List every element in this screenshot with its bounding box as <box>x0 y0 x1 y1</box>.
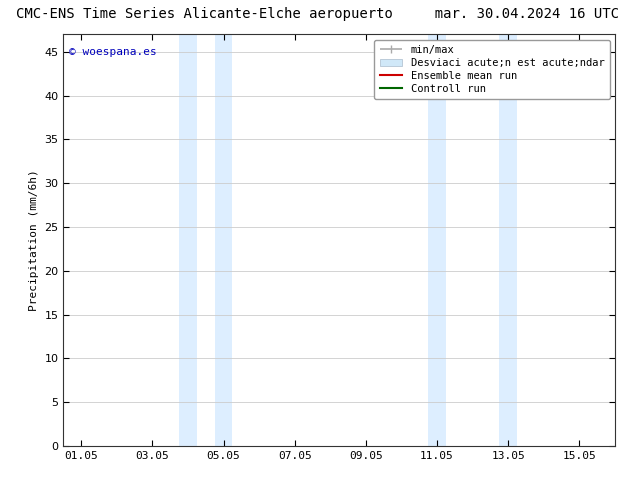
Text: © woespana.es: © woespana.es <box>69 47 157 57</box>
Bar <box>428 34 446 446</box>
Bar <box>215 34 233 446</box>
Y-axis label: Precipitation (mm/6h): Precipitation (mm/6h) <box>29 169 39 311</box>
Text: CMC-ENS Time Series Alicante-Elche aeropuerto     mar. 30.04.2024 16 UTC: CMC-ENS Time Series Alicante-Elche aerop… <box>15 7 619 22</box>
Bar <box>500 34 517 446</box>
Legend: min/max, Desviaci acute;n est acute;ndar, Ensemble mean run, Controll run: min/max, Desviaci acute;n est acute;ndar… <box>374 40 610 99</box>
Bar <box>179 34 197 446</box>
